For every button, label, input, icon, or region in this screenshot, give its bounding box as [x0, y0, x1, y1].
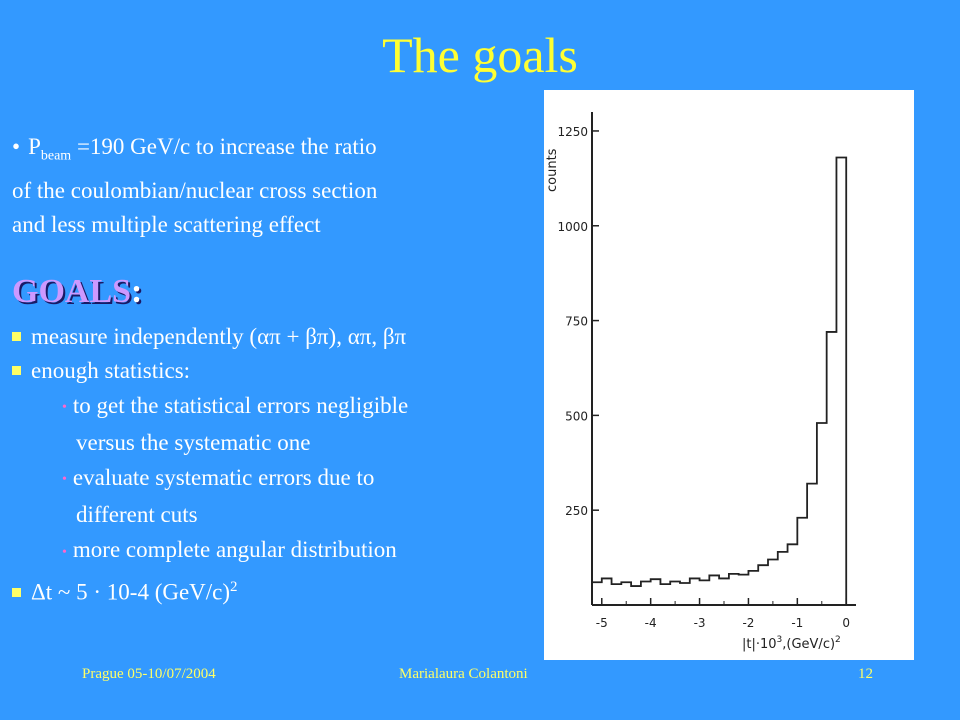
sub-item-negligible-line1: to get the statistical errors negligible [72, 393, 409, 418]
histogram-bin [680, 583, 690, 605]
histogram-bin [651, 579, 661, 605]
bullet-dot-icon: • [12, 134, 21, 159]
intro-line-3: and less multiple scattering effect [12, 211, 321, 237]
sub-bullet-icon: • [62, 472, 67, 488]
x-tick-label: -4 [645, 616, 657, 630]
histogram-bin [690, 578, 700, 605]
histogram-bin [807, 484, 817, 605]
histogram-bin [729, 574, 739, 605]
goals-heading: GOALS: [12, 273, 142, 311]
histogram-figure: 250 500 750 1000 1250 -5 -4 -3 -2 -1 0 counts |t|·10… [544, 90, 914, 660]
histogram-bin [592, 582, 602, 605]
histogram-bin [719, 578, 729, 605]
histogram-bin [641, 581, 651, 605]
intro-line-2: of the coulombian/nuclear cross section [12, 177, 378, 203]
histogram-bin [621, 582, 631, 605]
y-axis-label: counts [545, 148, 560, 192]
p-subscript: beam [40, 148, 72, 164]
y-tick-label: 1250 [557, 125, 588, 139]
y-tick-label: 250 [565, 504, 588, 518]
goals-heading-colon: : [131, 273, 143, 310]
sub-item-angular-text: more complete angular distribution [72, 537, 397, 563]
y-tick-label: 750 [565, 315, 588, 329]
intro-paragraph: • Pbeam =190 GeV/c to increase the ratio … [12, 130, 532, 242]
histogram-bin [739, 575, 749, 605]
x-tick-label: -3 [694, 616, 706, 630]
square-bullet-icon [12, 332, 21, 342]
histogram-bin [700, 580, 710, 605]
sub-bullet-icon: • [62, 400, 67, 416]
sub-item-negligible-line2: versus the systematic one [76, 430, 311, 456]
square-bullet-icon [12, 587, 21, 597]
histogram-bin [797, 518, 807, 605]
footer-page-number: 12 [858, 666, 873, 682]
goal-item-delta-t-text: Δt ~ 5 · 10-4 (GeV/c) [31, 579, 231, 605]
goals-list: measure independently (απ + βπ), απ, βπ … [12, 320, 542, 604]
goal-item-delta-t: Δt ~ 5 · 10-4 (GeV/c)2 [12, 570, 542, 604]
intro-line-1-rest: =190 GeV/c to increase the ratio [71, 134, 377, 159]
histogram-bin [778, 552, 788, 605]
x-tick-label: -1 [791, 616, 803, 630]
histogram-bin [670, 581, 680, 605]
histogram-bin [836, 158, 846, 605]
histogram-bin [709, 575, 719, 605]
sub-bullet-icon: • [62, 544, 67, 560]
y-tick-label: 1000 [557, 220, 588, 234]
goals-heading-text: GOALS [12, 273, 132, 310]
sub-item-angular: • more complete angular distribution [62, 532, 542, 569]
goal-item-measure: measure independently (απ + βπ), απ, βπ [12, 320, 542, 354]
histogram-bin [758, 565, 768, 605]
histogram-svg: 250 500 750 1000 1250 -5 -4 -3 -2 -1 0 counts |t|·10… [545, 112, 856, 652]
x-axis-label: |t|·103,(GeV/c)2 [742, 635, 841, 652]
histogram-bin [631, 586, 641, 605]
p-label: P [28, 134, 41, 159]
goal-item-delta-t-sup: 2 [230, 578, 238, 595]
histogram-outline [592, 156, 848, 605]
x-tick-label: -2 [742, 616, 754, 630]
histogram-bin [602, 578, 612, 605]
x-tick-label: 0 [842, 616, 850, 630]
x-tick-label: -5 [596, 616, 608, 630]
goal-item-statistics-text: enough statistics: [31, 358, 191, 383]
sub-item-systematic-line1: evaluate systematic errors due to [72, 465, 375, 491]
histogram-bin [660, 584, 670, 605]
statistics-sub-list: • to get the statistical errors negligibl… [62, 388, 542, 570]
goal-item-statistics: enough statistics: [12, 354, 542, 388]
goal-item-measure-text: measure independently (απ + βπ), απ, βπ [31, 324, 407, 349]
histogram-bin [827, 332, 837, 605]
histogram-bin [768, 559, 778, 605]
sub-item-systematic-line2: different cuts [76, 502, 198, 528]
y-tick-label: 500 [565, 409, 588, 423]
footer-location-date: Prague 05-10/07/2004 [82, 666, 216, 682]
histogram-bin [612, 584, 622, 605]
histogram-bin [817, 423, 827, 605]
footer-author: Marialaura Colantoni [399, 666, 528, 682]
square-bullet-icon [12, 366, 21, 376]
slide-title: The goals [382, 27, 578, 83]
sub-item-negligible: • to get the statistical errors negligibl… [62, 388, 542, 425]
sub-item-systematic: • evaluate systematic errors due to [62, 460, 542, 497]
histogram-bin [748, 571, 758, 605]
intro-line-1: • Pbeam =190 GeV/c to increase the ratio [12, 130, 532, 174]
histogram-bin [788, 544, 798, 605]
